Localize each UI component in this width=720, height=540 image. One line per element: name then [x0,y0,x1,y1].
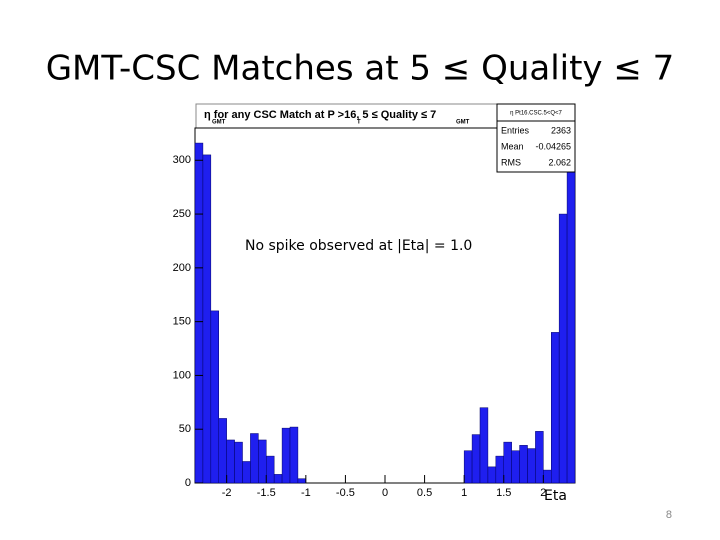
title-subscript: GMT [456,120,470,126]
bar [202,154,212,484]
bar [471,434,481,484]
bar [273,474,283,484]
x-tick-label: 1 [461,487,467,499]
annotation: No spike observed at |Eta| = 1.0 [245,238,472,254]
stats-name: η Pt16.CSC.5<Q<7 [510,111,562,117]
stats-value: 2363 [551,125,571,135]
bar [281,427,291,484]
title-subscript: GMT [212,120,226,126]
y-tick-label: 250 [173,208,191,220]
stats-value: -0.04265 [535,141,571,151]
bar [258,439,267,484]
bar [234,441,243,484]
bar [266,455,275,484]
x-tick-label: 0.5 [417,487,432,499]
bar [210,310,219,484]
bar [463,450,473,484]
hist-title-box [195,103,498,129]
x-tick-label: -0.5 [336,487,355,499]
y-tick-label: 100 [173,369,191,381]
x-tick-label: -1.5 [257,487,276,499]
bar [511,450,520,484]
stats-value: 2.062 [548,157,571,167]
bar [194,142,204,484]
bar [487,466,497,484]
x-tick-label: 1.5 [496,487,511,499]
page-number: 8 [666,509,672,521]
stats-label: RMS [501,157,521,167]
plot-frame [194,127,576,484]
slide-title: GMT-CSC Matches at 5 ≤ Quality ≤ 7 [46,49,675,89]
bar [218,418,227,484]
y-tick-label: 200 [173,262,191,274]
bar [297,478,307,484]
bar [289,426,299,484]
bar [519,445,528,484]
bar [495,455,505,484]
y-tick-label: 50 [179,423,191,435]
bar [566,149,576,484]
stats-box [496,103,576,173]
bar [535,431,544,484]
bar [242,461,251,484]
bar [543,469,552,484]
y-tick-label: 300 [173,154,191,166]
y-tick-label: 150 [173,316,191,328]
bar [226,439,235,484]
bar [503,441,512,484]
bar [479,407,489,484]
bar [250,433,259,484]
stats-label: Entries [501,125,530,135]
title-subscript: T [357,120,361,126]
bar [558,213,568,484]
x-tick-label: 2 [540,487,546,499]
x-tick-label: -2 [222,487,232,499]
bar [551,332,560,484]
stats-label: Mean [501,141,524,151]
x-axis-label: Eta [544,488,567,504]
y-tick-label: 0 [185,477,191,489]
x-tick-label: 0 [382,487,388,499]
hist-title: η for any CSC Match at P >16, 5 ≤ Qualit… [204,109,436,121]
bar [527,448,536,484]
x-tick-label: -1 [301,487,311,499]
